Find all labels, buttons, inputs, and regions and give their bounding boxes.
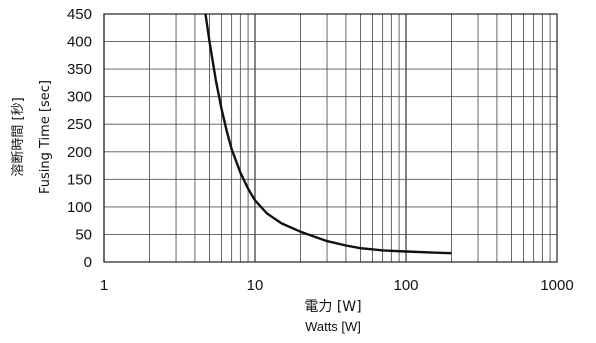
y-tick-label: 250 bbox=[67, 116, 92, 133]
y-axis-label-secondary: Fusing Time [sec] bbox=[38, 80, 53, 194]
y-tick-label: 150 bbox=[67, 171, 92, 188]
x-tick-label: 1 bbox=[100, 277, 108, 294]
grid bbox=[103, 13, 557, 263]
y-tick-label: 400 bbox=[67, 34, 92, 51]
y-tick-labels: 0 50 100 150 200 250 300 350 400 450 bbox=[67, 6, 92, 271]
x-tick-labels: 1 10 100 1000 bbox=[100, 277, 574, 294]
y-tick-label: 200 bbox=[67, 144, 92, 161]
y-axis-label-primary: 溶断時間 [秒] bbox=[11, 97, 26, 176]
x-tick-label: 10 bbox=[247, 277, 264, 294]
y-tick-label: 0 bbox=[84, 254, 92, 271]
y-tick-label: 100 bbox=[67, 199, 92, 216]
plot-frame bbox=[103, 13, 558, 263]
x-axis-label-secondary: Watts [W] bbox=[305, 319, 361, 334]
x-axis-label-primary: 電力 [W] bbox=[304, 299, 361, 315]
y-tick-label: 50 bbox=[75, 226, 92, 243]
y-tick-label: 300 bbox=[67, 89, 92, 106]
series-line bbox=[204, 13, 452, 255]
x-tick-label: 1000 bbox=[540, 277, 573, 294]
x-tick-label: 100 bbox=[393, 277, 418, 294]
y-tick-label: 350 bbox=[67, 61, 92, 78]
y-tick-label: 450 bbox=[67, 6, 92, 23]
